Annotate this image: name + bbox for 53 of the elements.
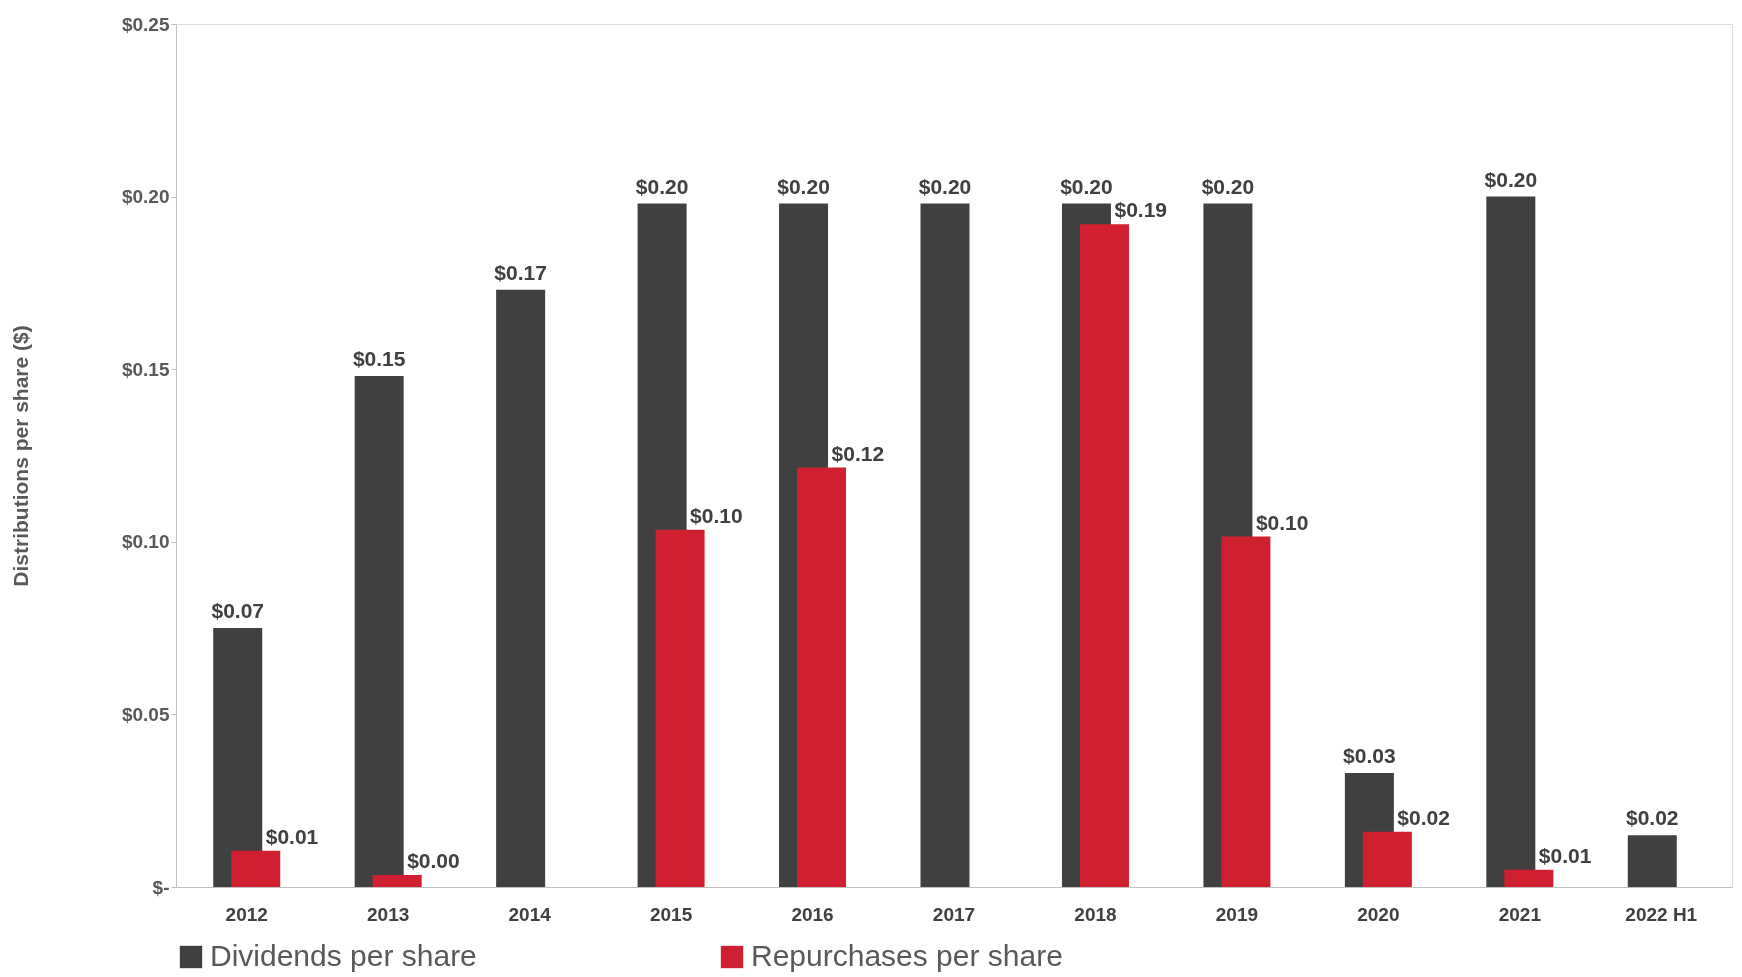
data-label: $0.17 [494,260,547,284]
y-tick-label: $- [152,876,170,898]
x-tick-label: 2022 H1 [1625,903,1698,925]
bar [231,850,281,887]
data-label: $0.01 [265,824,319,848]
y-axis-title: Distributions per share ($) [8,325,32,587]
x-tick-label: 2020 [1357,903,1400,925]
bar [797,467,847,887]
data-label: $0.03 [1343,744,1396,768]
data-label: $0.00 [407,848,460,872]
bar [1504,869,1554,887]
y-tick-label: $0.10 [121,531,170,553]
data-label: $0.10 [1255,510,1309,534]
x-tick-label: 2015 [649,903,693,925]
x-tick-label: 2012 [225,903,268,925]
y-tick-label: $0.25 [121,13,170,35]
legend-label: Dividends per share [210,939,477,972]
data-label: $0.10 [690,503,743,527]
data-label: $0.20 [918,174,972,198]
data-label: $0.20 [635,174,689,198]
data-label: $0.07 [211,599,265,623]
bar [213,628,263,887]
bar [1627,835,1677,887]
data-label: $0.20 [777,174,830,198]
data-label: $0.02 [1397,805,1450,829]
bar [1079,224,1129,887]
y-tick-label: $0.15 [121,358,170,380]
x-tick-label: 2018 [1074,903,1117,925]
data-label: $0.12 [831,441,885,465]
x-tick-label: 2019 [1215,903,1259,925]
data-label: $0.15 [352,347,406,371]
x-tick-label: 2013 [367,903,410,925]
data-label: $0.20 [1060,174,1113,198]
bar [920,203,970,887]
y-tick-label: $0.05 [121,703,170,725]
data-label: $0.20 [1484,167,1538,191]
data-label: $0.19 [1114,198,1168,222]
x-tick-label: 2021 [1498,903,1542,925]
bar [372,874,422,887]
legend-label: Repurchases per share [751,939,1063,972]
bar [1486,196,1536,887]
bar [655,529,705,887]
data-label: $0.01 [1538,843,1592,867]
x-tick-label: 2016 [791,903,834,925]
data-label: $0.20 [1201,174,1255,198]
bar [496,289,546,887]
bar [1221,536,1271,887]
x-tick-label: 2017 [932,903,976,925]
data-label: $0.02 [1625,806,1679,830]
x-tick-label: 2014 [508,903,552,925]
y-tick-label: $0.20 [121,186,170,208]
bar [354,376,404,887]
bar [1362,831,1412,887]
